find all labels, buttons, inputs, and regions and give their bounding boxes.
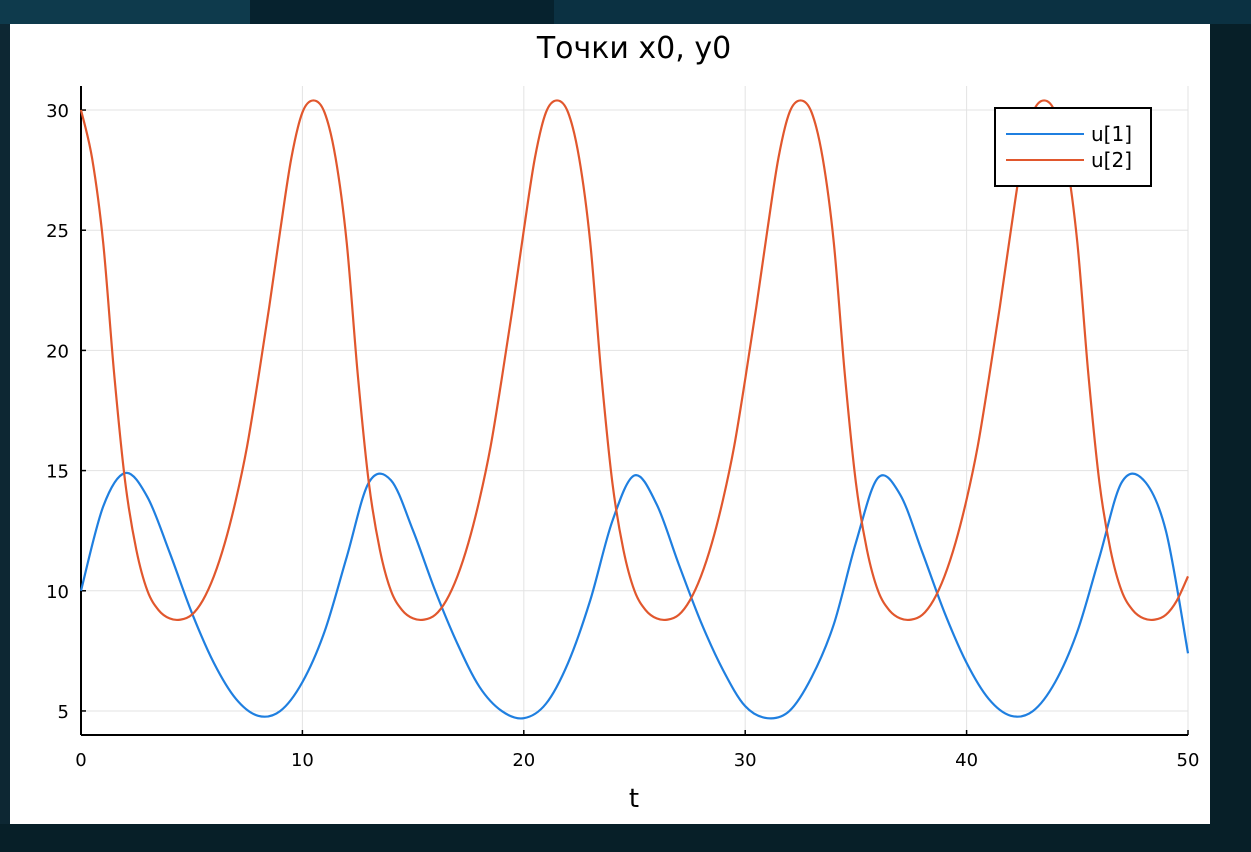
tab-left[interactable] — [0, 0, 250, 24]
right-side-panel — [1210, 24, 1251, 852]
x-tick-label: 20 — [512, 750, 535, 771]
x-tick-label: 40 — [955, 750, 978, 771]
legend-label-u2: u[2] — [1091, 148, 1132, 172]
x-tick-label: 0 — [75, 750, 86, 771]
y-tick-label: 5 — [58, 702, 69, 723]
x-tick-label: 30 — [734, 750, 757, 771]
x-tick-label: 50 — [1177, 750, 1200, 771]
plot-panel: Точки x0, y0 0 10 20 30 40 50 5 10 15 20 25 30 t u… — [10, 24, 1210, 824]
y-tick-label: 20 — [46, 341, 69, 362]
chart-title: Точки x0, y0 — [536, 31, 731, 66]
y-tick-label: 15 — [46, 462, 69, 483]
legend-box — [994, 107, 1152, 187]
y-tick-label: 10 — [46, 582, 69, 603]
legend: u[1] u[2] — [994, 107, 1152, 187]
line-chart: Точки x0, y0 0 10 20 30 40 50 5 10 15 20 25 30 t u… — [46, 31, 1199, 814]
axes — [80, 86, 1189, 736]
x-tick-label: 10 — [291, 750, 314, 771]
x-tick-labels: 0 10 20 30 40 50 — [75, 750, 1199, 771]
grid-lines — [80, 86, 1189, 735]
top-tab-strip — [0, 0, 1251, 24]
legend-label-u1: u[1] — [1091, 122, 1132, 146]
series-lines — [79, 99, 1190, 720]
bottom-bar — [0, 824, 1251, 852]
series-line-u2 — [79, 99, 1189, 622]
series-line-u1 — [79, 471, 1190, 720]
y-tick-labels: 5 10 15 20 25 30 — [46, 101, 69, 723]
y-tick-label: 25 — [46, 221, 69, 242]
y-tick-label: 30 — [46, 101, 69, 122]
x-axis-label: t — [629, 784, 639, 814]
tab-active[interactable] — [250, 0, 554, 24]
